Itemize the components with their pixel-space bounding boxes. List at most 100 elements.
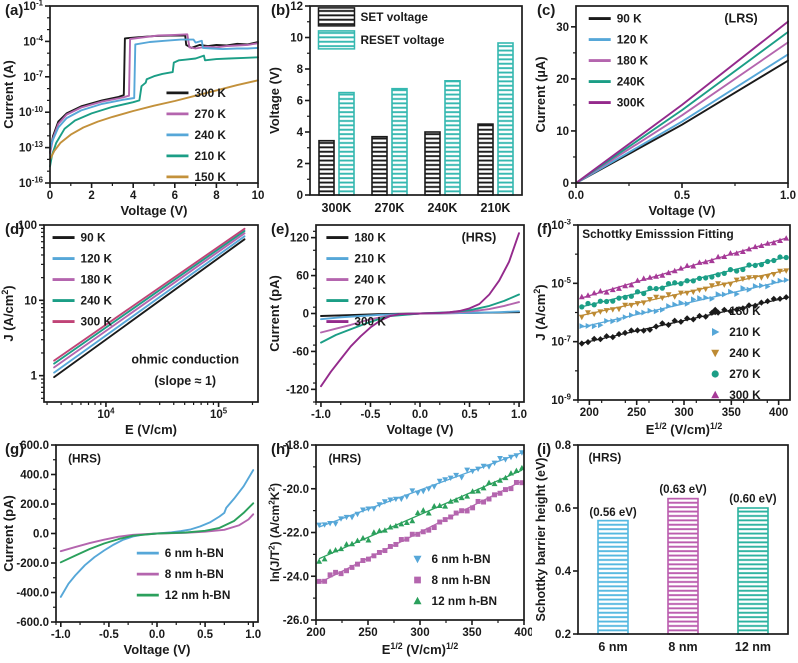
panel-i: (i) 6 nm 8 nm 12 nm 0.2 0.4 0.6 0.8 Schottky ba… [532,439,798,658]
svg-text:(0.60 eV): (0.60 eV) [729,494,776,506]
svg-text:-20.0: -20.0 [283,484,309,496]
chart-e-hrs-iv-temperature: -1.0 -0.5 0.0 0.5 1.0 -120 -60 0 60 120 Voltage (V… [267,224,527,437]
svg-text:120 K: 120 K [81,252,113,266]
svg-text:0.5: 0.5 [197,629,214,641]
svg-text:Current (A): Current (A) [1,60,16,129]
svg-text:10-3: 10-3 [551,219,571,232]
svg-text:0.0: 0.0 [33,529,49,541]
svg-text:10-4: 10-4 [23,34,43,48]
panel-h: (h) 200 250 300 350 400 -18.0 -20.0 -22.0 -24.0 -… [266,439,533,658]
svg-text:10-7: 10-7 [23,69,43,83]
svg-text:6: 6 [172,190,178,202]
chart-d-ohmic-conduction: 104 105 1 10 100 E (V/cm) J (A/cm2) 90 K 120 K 18… [0,220,259,437]
svg-text:4: 4 [130,190,137,202]
svg-text:-1.0: -1.0 [51,629,71,641]
svg-text:0.0: 0.0 [149,629,165,641]
svg-text:(0.56 eV): (0.56 eV) [589,507,636,519]
panel-b: (b) 300K 270K 240K 210K 0 2 4 6 8 10 12 Voltage (V)… [266,0,532,219]
svg-text:10: 10 [556,126,569,138]
svg-text:300 K: 300 K [81,315,113,329]
svg-text:Schottky Emisssion Fitting: Schottky Emisssion Fitting [582,227,733,241]
svg-text:12 nm h-BN: 12 nm h-BN [432,594,498,608]
svg-text:0.2: 0.2 [555,629,571,641]
svg-text:4: 4 [297,127,304,139]
chart-f-schottky-fitting: 200 250 300 350 400 10-3 10-5 10-7 10-9 E1/2 (V/c… [532,218,791,437]
svg-text:240K: 240K [617,75,646,89]
panel-f: (f) 200 250 300 350 400 10-3 10-5 10-7 10-9 E1/2 … [532,218,798,439]
panel-a: (a) 0 2 4 6 8 10 10-1 10-4 10-7 10-10 10-13 10-16 Vo… [0,0,266,219]
panel-a-label: (a) [5,2,24,19]
chart-g-hrs-iv-thickness: -1.0 -0.5 0.0 0.5 1.0 600.0 400.0 200.0 0.0 -200.… [1,440,261,657]
panel-d: (d) 104 105 1 10 100 E (V/cm) J (A/cm2) 90 K 120… [0,219,266,439]
svg-text:300: 300 [410,627,429,639]
svg-text:Voltage (V): Voltage (V) [124,642,191,657]
svg-text:300K: 300K [617,96,646,110]
svg-text:ln(J/T2) (A/cm2K2): ln(J/T2) (A/cm2K2) [267,483,282,582]
svg-text:270K: 270K [375,201,405,215]
svg-text:180 K: 180 K [729,304,761,318]
svg-text:10-13: 10-13 [19,140,44,154]
svg-text:Current (pA): Current (pA) [1,495,16,572]
svg-text:240 K: 240 K [81,294,113,308]
svg-text:12 nm h-BN: 12 nm h-BN [165,588,231,602]
svg-text:Current (µA): Current (µA) [533,56,548,132]
svg-text:6 nm h-BN: 6 nm h-BN [165,546,224,560]
panel-d-label: (d) [5,221,25,238]
svg-text:300: 300 [674,407,693,419]
svg-text:Schottky barrier height (eV): Schottky barrier height (eV) [534,458,548,622]
svg-text:300 K: 300 K [194,86,226,100]
svg-text:1.0: 1.0 [780,190,796,202]
svg-text:100: 100 [18,220,37,232]
svg-text:-200.0: -200.0 [16,558,49,570]
svg-text:0: 0 [47,190,53,202]
svg-text:300K: 300K [322,201,352,215]
svg-text:200: 200 [306,627,325,639]
svg-text:-1.0: -1.0 [311,409,331,421]
svg-text:60: 60 [296,271,309,283]
svg-text:240 K: 240 K [354,273,386,287]
svg-text:180 K: 180 K [81,273,113,287]
svg-text:8: 8 [213,190,220,202]
svg-text:0.4: 0.4 [555,566,572,578]
svg-text:600.0: 600.0 [20,440,49,452]
svg-text:E1/2 (V/cm)1/2: E1/2 (V/cm)1/2 [382,641,459,657]
svg-text:400: 400 [514,627,532,639]
svg-text:10: 10 [252,190,265,202]
svg-text:10-10: 10-10 [19,105,44,119]
svg-text:-600.0: -600.0 [16,617,49,629]
svg-text:0: 0 [303,309,309,321]
svg-text:210 K: 210 K [354,252,386,266]
panel-i-label: (i) [537,441,552,458]
panel-e: (e) -1.0 -0.5 0.0 0.5 1.0 -120 -60 0 60 120 Voltag… [266,219,532,439]
svg-text:-18.0: -18.0 [283,440,309,452]
svg-text:1.0: 1.0 [245,629,261,641]
svg-text:10-5: 10-5 [551,276,571,290]
svg-text:210K: 210K [481,201,511,215]
svg-text:0.0: 0.0 [412,409,428,421]
svg-text:10: 10 [290,33,303,45]
panel-e-label: (e) [271,221,290,238]
svg-text:(HRS): (HRS) [589,450,622,464]
panel-c-label: (c) [537,2,556,19]
svg-text:200.0: 200.0 [20,499,49,511]
svg-text:0.8: 0.8 [555,440,572,452]
svg-text:240 K: 240 K [194,128,226,142]
svg-text:30: 30 [556,22,569,34]
svg-text:270 K: 270 K [354,294,386,308]
svg-text:0: 0 [563,178,569,190]
svg-text:240K: 240K [428,201,458,215]
svg-text:J (A/cm2): J (A/cm2) [532,284,548,340]
svg-text:350: 350 [462,627,481,639]
svg-text:90 K: 90 K [617,12,642,26]
svg-text:20: 20 [556,74,569,86]
svg-text:SET voltage: SET voltage [360,10,428,24]
svg-text:104: 104 [97,407,115,421]
svg-text:12: 12 [290,1,303,13]
svg-text:250: 250 [627,407,646,419]
svg-text:2: 2 [88,190,94,202]
svg-text:-22.0: -22.0 [283,528,309,540]
svg-text:300 K: 300 K [729,388,761,402]
svg-text:-120: -120 [286,384,309,396]
svg-text:105: 105 [210,407,228,421]
